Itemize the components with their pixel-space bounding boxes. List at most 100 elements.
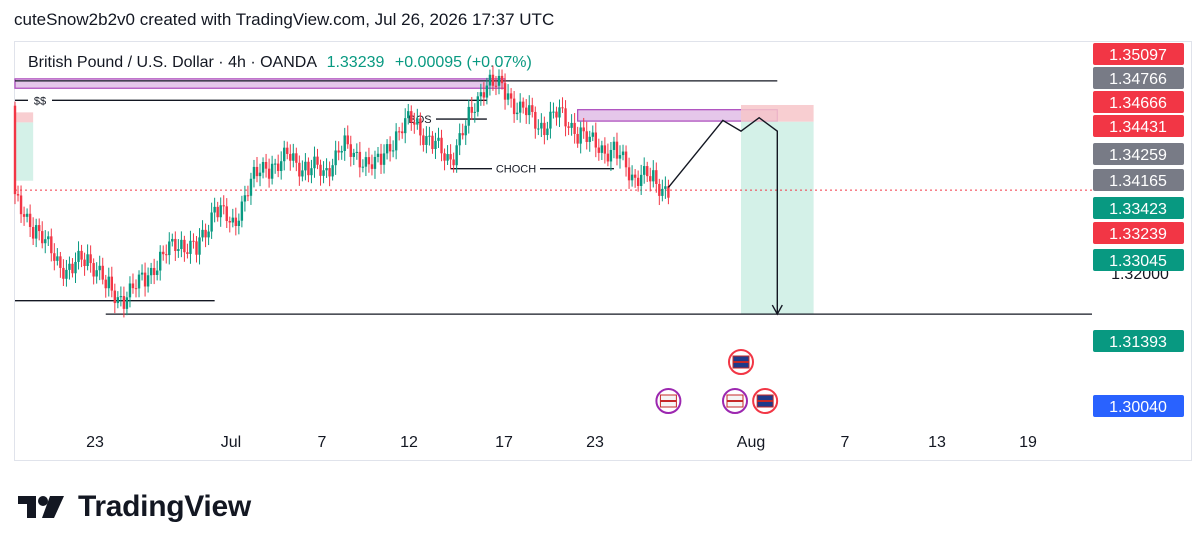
x-tick-label: 7 [318, 434, 327, 451]
candle-body [325, 168, 328, 171]
candle-body [612, 141, 616, 150]
candle-body [210, 212, 213, 232]
candle-body [422, 135, 425, 145]
candle-body [65, 269, 68, 279]
price-badge [1093, 169, 1184, 191]
price-badge [1093, 395, 1184, 417]
candle-body [443, 153, 446, 161]
candle-body [464, 125, 467, 136]
price-badge-label: 1.34259 [1109, 147, 1167, 164]
candle-body [192, 240, 195, 242]
price-badge [1093, 222, 1184, 244]
candle-body [470, 106, 473, 113]
candle-body [636, 177, 640, 186]
candle-body [298, 162, 301, 177]
projection-arrowhead [771, 304, 783, 316]
candle-body [455, 145, 458, 166]
candle-body [485, 85, 489, 98]
candle-body [337, 150, 340, 153]
candle-body [543, 122, 546, 136]
candle-body [56, 256, 59, 261]
candle-body [334, 150, 337, 166]
candle-body [364, 157, 368, 167]
price-badge [1093, 67, 1184, 89]
candle-body [404, 118, 407, 134]
annotation-bg-0 [28, 92, 52, 109]
candle-body [382, 153, 386, 165]
symbol-title[interactable]: British Pound / U.S. Dollar · 4h · OANDA [28, 54, 317, 71]
candle-body [585, 131, 588, 142]
candle-body [180, 239, 183, 250]
x-tick-label: 19 [1019, 434, 1037, 451]
candle-body [655, 170, 658, 184]
candle-body [313, 156, 316, 169]
candle-body [573, 122, 576, 134]
candle-body [546, 128, 549, 136]
candle-body [658, 183, 661, 196]
stop-zone-2 [15, 112, 34, 123]
candle-body [171, 238, 174, 242]
candle-body [140, 272, 144, 275]
candle-body [461, 133, 464, 136]
candle-body [515, 112, 519, 115]
candle-body [646, 166, 649, 177]
candle-body [361, 166, 365, 168]
candle-body [255, 166, 259, 177]
candle-body [110, 276, 113, 291]
candle-body [125, 297, 129, 309]
price-badge [1093, 330, 1184, 352]
candle-body [310, 168, 313, 176]
candle-body [177, 249, 180, 251]
candle-body [488, 74, 492, 86]
tradingview-brand: TradingView [16, 490, 251, 524]
candle-body [155, 270, 159, 275]
candle-body [352, 152, 355, 157]
candle-body [195, 241, 198, 255]
candle-body [428, 135, 431, 137]
candle-body [603, 145, 607, 154]
candle-body [219, 205, 222, 218]
candle-body [68, 263, 71, 270]
candle-body [71, 263, 74, 274]
target-zone-3 [15, 122, 34, 181]
candle-body [555, 111, 558, 118]
candle-body [512, 98, 516, 115]
candle-body [38, 225, 41, 232]
candle-body [434, 140, 437, 150]
candle-body [53, 253, 56, 261]
candle-body [98, 265, 101, 271]
annotation-label: $$ [34, 95, 46, 107]
candle-body [134, 288, 138, 290]
last-price: 1.33239 [326, 54, 385, 71]
candle-body [379, 153, 383, 165]
candle-body [576, 133, 579, 144]
candle-body [564, 108, 567, 127]
candle-body [116, 297, 120, 304]
candle-body [343, 135, 346, 151]
x-tick-label: Aug [737, 434, 765, 451]
price-badge-label: 1.30040 [1109, 399, 1167, 416]
candle-body [588, 136, 591, 142]
candle-body [467, 106, 470, 126]
candle-body [301, 170, 304, 177]
candle-body [273, 163, 277, 165]
x-tick-label: 13 [928, 434, 946, 451]
candle-body [509, 93, 513, 99]
candle-body [594, 132, 597, 148]
candle-body [261, 162, 265, 173]
candle-body [295, 153, 298, 163]
candle-body [491, 74, 495, 86]
candle-body [618, 155, 622, 159]
candle-body [652, 170, 655, 182]
candle-body [207, 231, 210, 238]
candle-body [552, 111, 555, 113]
candle-body [503, 83, 507, 100]
price-badge [1093, 249, 1184, 271]
tradingview-wordmark: TradingView [78, 490, 251, 523]
candle-body [13, 105, 17, 195]
x-tick-label: 12 [400, 434, 418, 451]
price-badge-label: 1.34431 [1109, 119, 1167, 136]
candle-body [497, 75, 501, 86]
candle-body [28, 213, 32, 227]
